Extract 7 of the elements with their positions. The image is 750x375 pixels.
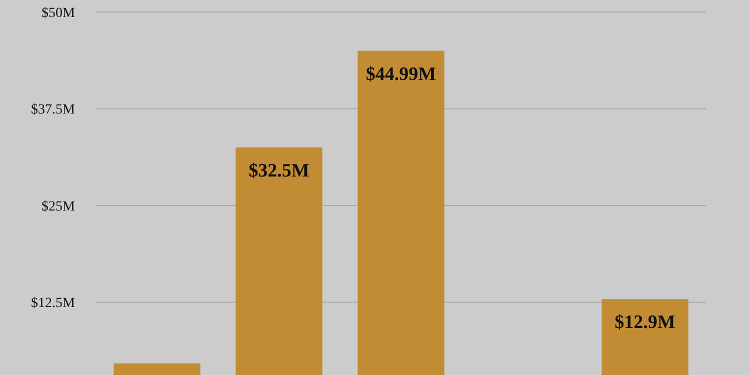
y-tick-label: $25M <box>42 199 76 214</box>
y-tick-label: $12.5M <box>31 296 76 312</box>
y-tick-label: $50M <box>42 6 76 21</box>
data-label: $32.5M <box>248 160 310 182</box>
y-tick-label: $37.5M <box>31 102 76 118</box>
data-label: $44.99M <box>366 64 436 85</box>
data-label: $12.9M <box>614 312 676 334</box>
